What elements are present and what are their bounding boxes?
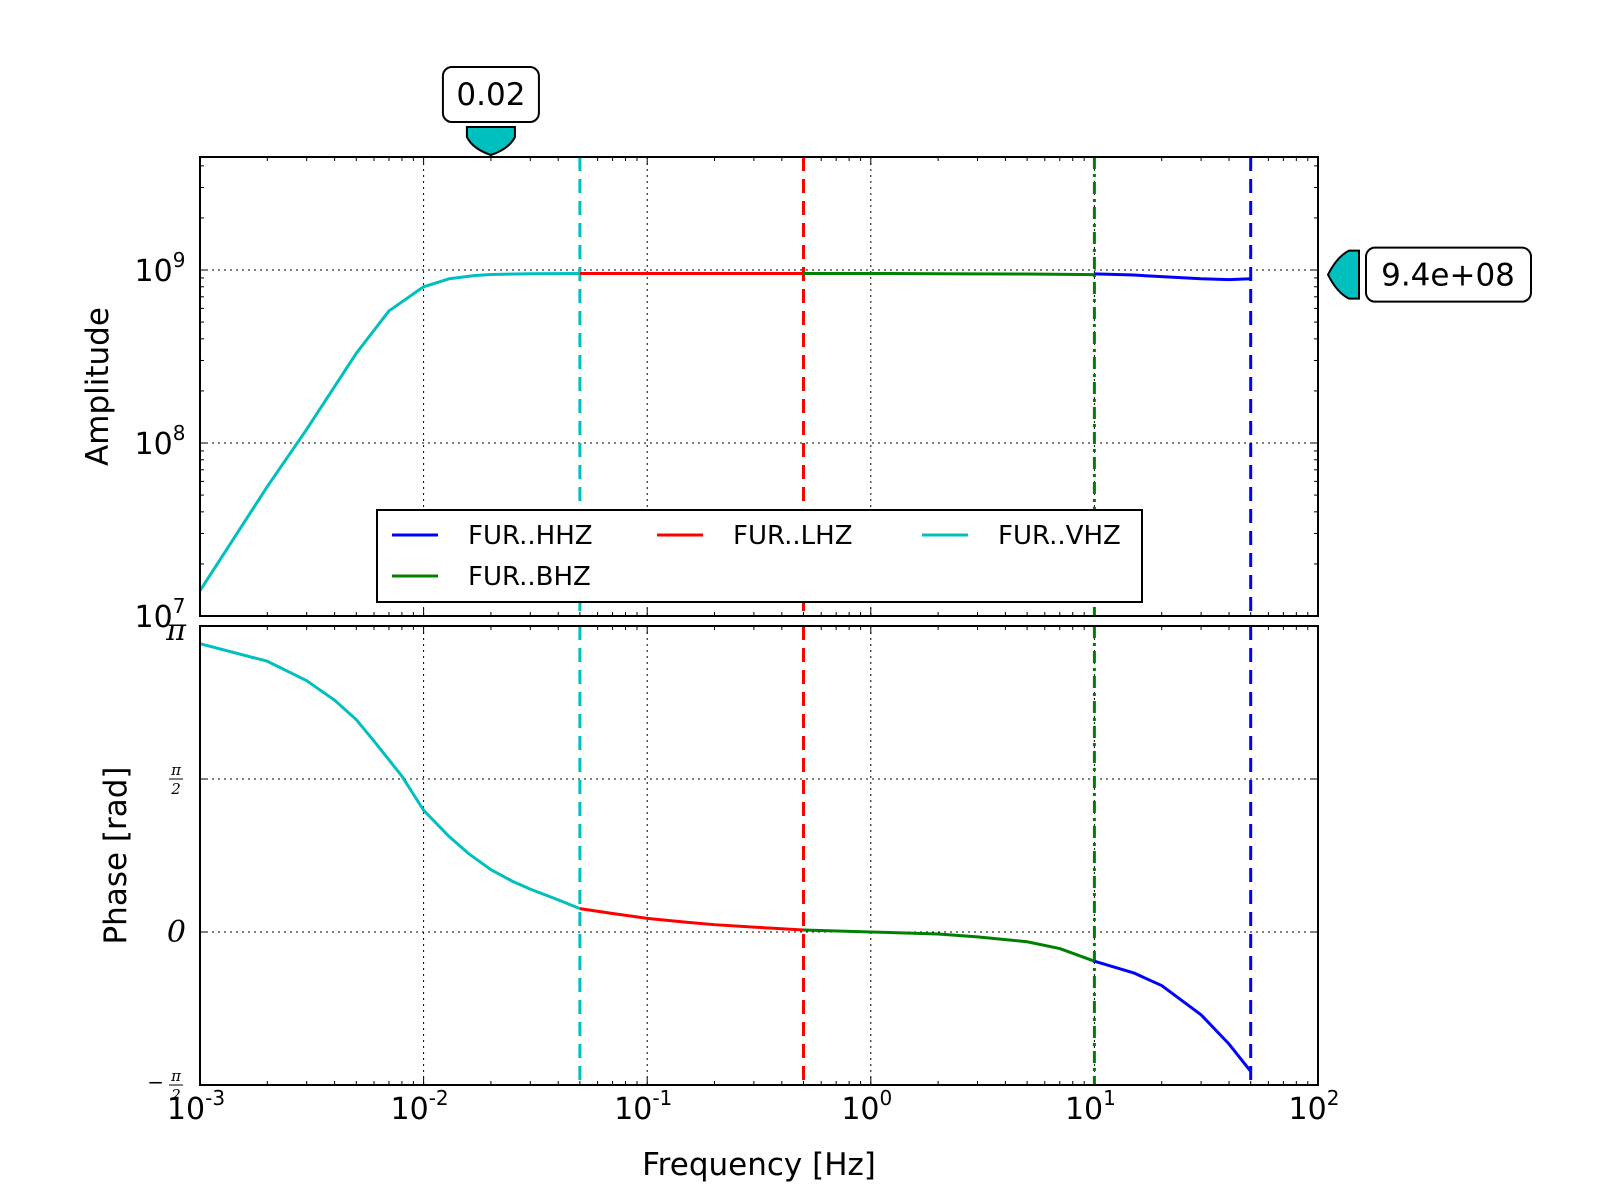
x-tick-label: 100 — [841, 1086, 892, 1127]
legend: FUR..HHZ FUR..BHZ FUR..LHZ FUR..VHZ — [376, 509, 1143, 603]
phase-line-fur-hhz — [1093, 959, 1252, 1073]
annotation-marker — [1326, 249, 1360, 300]
amplitude-line-fur-vhz — [200, 271, 580, 592]
legend-entry-label: FUR..VHZ — [998, 521, 1121, 551]
phase-y-tick-denominator: 2 — [170, 780, 181, 798]
x-tick-label: 10-2 — [391, 1086, 449, 1127]
legend-entry-label: FUR..BHZ — [468, 562, 591, 592]
annotation-label-box — [441, 66, 540, 123]
annotation-label: 0.02 — [456, 77, 525, 113]
phase-series-group — [200, 626, 1253, 1085]
amplitude-y-tick-label: 109 — [135, 248, 186, 289]
phase-y-tick-numerator: π — [170, 1067, 182, 1085]
phase-y-tick-label: − π2 — [147, 1067, 183, 1104]
phase-y-tick-label: π2 — [169, 761, 183, 798]
phase-y-tick-numerator: π — [170, 761, 182, 779]
amplitude-axes: 107 108 109 Amplitude FUR..HHZ FUR..BHZ FUR..L… — [80, 156, 1319, 635]
annotation-amplitude: 9.4e+08 — [1326, 246, 1532, 303]
annotation-label: 9.4e+08 — [1381, 258, 1515, 294]
x-tick-label: 10-1 — [614, 1086, 672, 1127]
amplitude-series-group — [200, 157, 1253, 616]
amplitude-y-axis-label: Amplitude — [80, 307, 116, 466]
legend-box — [376, 509, 1143, 603]
annotation-frequency: 0.02 — [441, 66, 540, 157]
annotation-marker — [465, 126, 516, 157]
x-tick-label: 10-3 — [167, 1086, 225, 1127]
phase-line-fur-lhz — [579, 907, 804, 932]
x-axis-label: Frequency [Hz] — [642, 1147, 876, 1183]
amplitude-y-tick-label: 107 — [135, 594, 186, 635]
legend-entry-label: FUR..HHZ — [468, 521, 593, 551]
x-tick-label: 102 — [1289, 1086, 1340, 1127]
amplitude-line-fur-hhz — [1094, 272, 1251, 282]
phase-frame — [199, 625, 1319, 1086]
amplitude-y-tick-label: 108 — [135, 421, 186, 462]
amplitude-line-fur-bhz — [803, 271, 1095, 277]
phase-y-tick-label: π — [165, 613, 187, 648]
phase-y-tick-label: 0 — [167, 915, 186, 950]
legend-entry-label: FUR..LHZ — [733, 521, 853, 551]
phase-y-tick-denominator: 2 — [170, 1086, 181, 1104]
phase-y-axis-label: Phase [rad] — [98, 766, 134, 944]
annotation-label-box — [1365, 246, 1532, 303]
phase-line-fur-bhz — [803, 928, 1095, 963]
x-tick-label: 101 — [1065, 1086, 1116, 1127]
amplitude-frame — [199, 156, 1319, 617]
phase-line-fur-vhz — [200, 642, 581, 911]
phase-y-tick-minus: − — [147, 1070, 164, 1094]
